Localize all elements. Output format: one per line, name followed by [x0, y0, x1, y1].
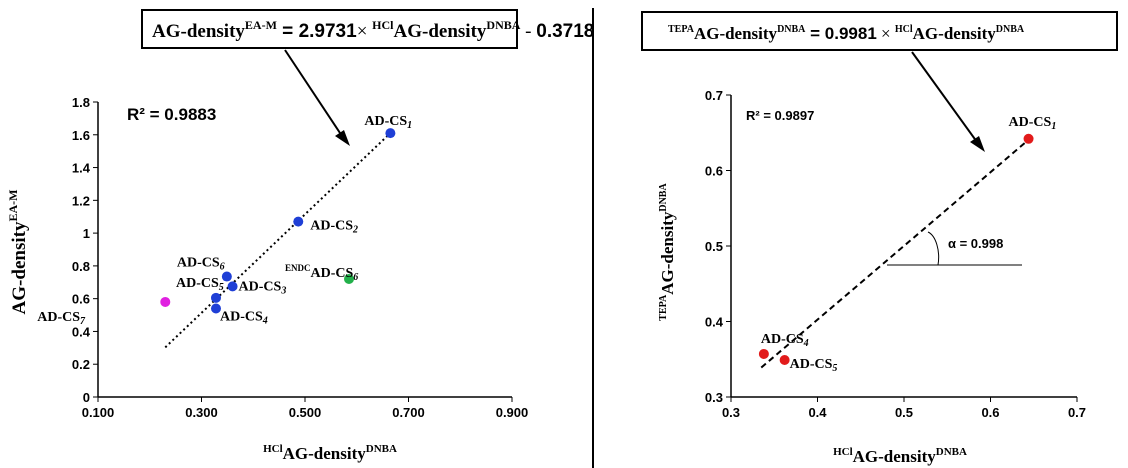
- equation-box-right: [641, 11, 1118, 51]
- y-tick-label: 1: [83, 226, 90, 241]
- point-label: AD-CS5: [176, 276, 224, 293]
- data-point: [160, 296, 171, 307]
- x-tick-label: 0.5: [895, 405, 913, 420]
- r2-label-left: R² = 0.9883: [127, 105, 216, 124]
- data-point: [221, 271, 232, 282]
- trendline: [164, 129, 394, 349]
- data-point: [343, 274, 354, 284]
- x-tick-label: 0.300: [185, 405, 218, 420]
- y-tick-label: 0.4: [72, 324, 91, 339]
- point-label: AD-CS7: [37, 310, 86, 327]
- chart-right: TEPAAG-densityDNBA = 0.9981 × HClAG-dens…: [641, 11, 1118, 466]
- data-point: [210, 292, 221, 303]
- y-tick-label: 1.4: [72, 161, 91, 176]
- y-tick-label: 0.4: [705, 315, 724, 330]
- x-tick-label: 0.900: [496, 405, 529, 420]
- angle-arc: [927, 231, 940, 266]
- angle-label: α = 0.998: [948, 236, 1003, 251]
- r2-label-right: R² = 0.9897: [746, 108, 814, 123]
- x-tick-label: 0.3: [722, 405, 740, 420]
- y-tick-label: 1.2: [72, 193, 90, 208]
- y-tick-label: 0.7: [705, 88, 723, 103]
- chart-left: AG-densityEA-M = 2.9731× HClAG-densityDN…: [6, 9, 594, 463]
- x-axis-title-right: HClAG-densityDNBA: [833, 446, 967, 466]
- y-tick-label: 0: [83, 390, 90, 405]
- y-tick-label: 0.2: [72, 357, 90, 372]
- data-point: [779, 355, 790, 366]
- x-axis-title-left: HClAG-densityDNBA: [263, 443, 397, 463]
- point-label: AD-CS5: [790, 357, 838, 374]
- y-axis-title-left: AG-densityEA-M: [6, 190, 30, 315]
- y-tick-label: 0.6: [72, 292, 90, 307]
- equation-left: AG-densityEA-M = 2.9731× HClAG-densityDN…: [152, 18, 594, 42]
- y-tick-label: 0.5: [705, 239, 723, 254]
- data-point: [210, 303, 221, 314]
- data-point: [293, 216, 304, 227]
- point-label: AD-CS6: [177, 256, 225, 273]
- y-tick-label: 0.8: [72, 259, 90, 274]
- y-axis-title-right: TEPAAG-densityDNBA: [658, 183, 677, 321]
- data-point: [227, 281, 238, 292]
- equation-arrow-left: [284, 49, 343, 137]
- x-tick-label: 0.6: [981, 405, 999, 420]
- x-tick-label: 0.700: [392, 405, 425, 420]
- point-label: AD-CS1: [1009, 115, 1057, 132]
- trendline: [760, 138, 1031, 369]
- x-tick-label: 0.4: [808, 405, 827, 420]
- point-label: AD-CS1: [364, 114, 412, 131]
- equation-box-left: [141, 9, 518, 49]
- x-tick-label: 0.500: [289, 405, 322, 420]
- equation-arrowhead-right: [970, 136, 985, 152]
- data-point: [385, 128, 396, 139]
- y-tick-label: 1.6: [72, 128, 90, 143]
- point-label: AD-CS4: [761, 332, 809, 349]
- point-label: AD-CS3: [239, 279, 287, 296]
- x-tick-label: 0.7: [1068, 405, 1086, 420]
- point-label: AD-CS2: [310, 219, 358, 236]
- equation-right: TEPAAG-densityDNBA = 0.9981 × HClAG-dens…: [668, 24, 1025, 43]
- equation-arrow-right: [911, 51, 978, 143]
- x-tick-label: 0.100: [82, 405, 115, 420]
- y-tick-label: 1.8: [72, 95, 90, 110]
- y-tick-label: 0.6: [705, 164, 723, 179]
- data-point: [758, 348, 769, 359]
- point-label: AD-CS4: [220, 310, 268, 327]
- y-tick-label: 0.3: [705, 390, 723, 405]
- point-label: ENDCAD-CS6: [285, 263, 358, 283]
- data-point: [1023, 133, 1034, 144]
- equation-arrowhead-left: [335, 130, 350, 146]
